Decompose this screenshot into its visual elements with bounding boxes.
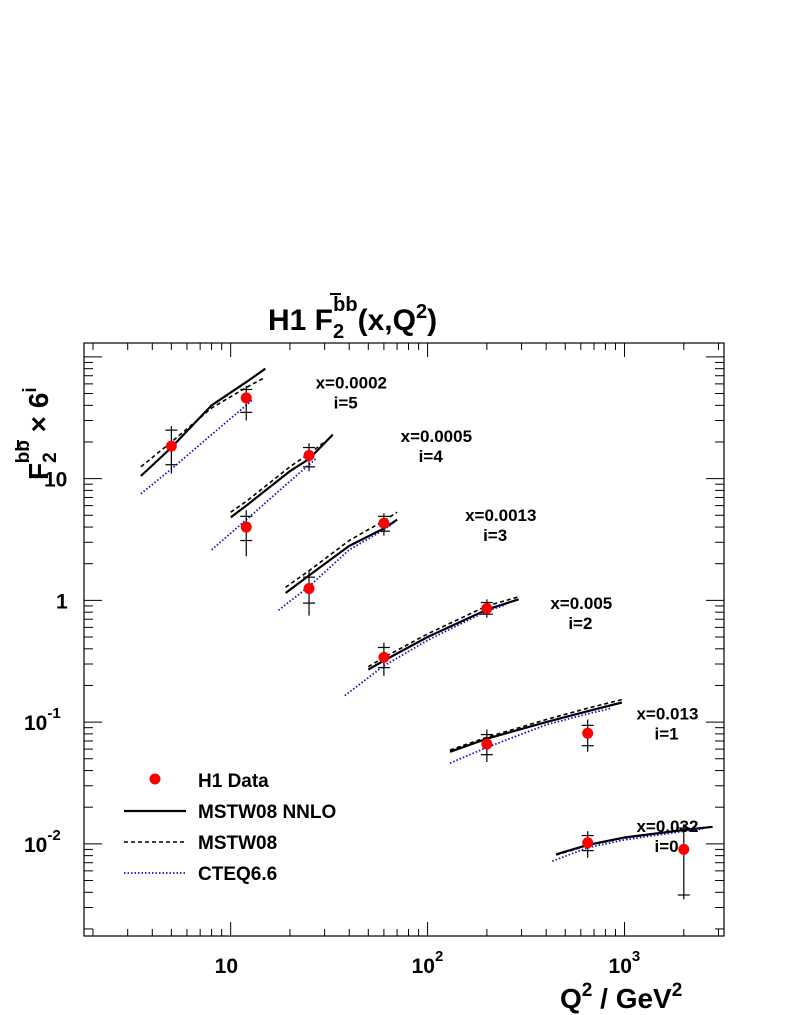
curve-cteq6-6 (551, 827, 704, 863)
data-point (165, 440, 177, 452)
curve-mstw08-nnlo (140, 367, 266, 477)
x-axis-label: Q2 / GeV2 (560, 980, 682, 1014)
curve-cteq6-6 (277, 521, 396, 611)
svg-text:F2bb × 6i: F2bb × 6i (13, 387, 61, 480)
data-point (303, 449, 315, 461)
bin-x-label: x=0.032 (636, 817, 698, 836)
y-tick-label: 10-2 (24, 827, 61, 857)
curve-mstw08-nnlo (367, 598, 520, 671)
curve-mstw08-nnlo (230, 433, 334, 519)
curve-cteq6-6 (211, 458, 317, 551)
bin-x-label: x=0.0013 (465, 506, 536, 525)
curve-cteq6-6 (344, 603, 507, 697)
legend-label-mstw08: MSTW08 (198, 833, 277, 854)
curve-mstw08 (449, 698, 623, 751)
data-point (481, 738, 493, 750)
x-tick-label: 103 (609, 948, 641, 978)
legend-label-h1-data: H1 Data (198, 771, 269, 792)
bin-i-label: i=3 (483, 526, 507, 545)
data-points (165, 385, 690, 900)
data-point (240, 521, 252, 533)
y-tick-label: 10-1 (24, 705, 61, 735)
data-point (481, 602, 493, 614)
tick-labels: 10 102 103 10-2 10-1 1 10 (24, 469, 640, 978)
y-tick-label: 1 (56, 590, 68, 613)
data-point (678, 843, 690, 855)
curve-mstw08 (285, 511, 398, 588)
x-tick-label: 102 (412, 948, 444, 978)
curve-mstw08-nnlo (449, 701, 623, 753)
data-point (582, 837, 594, 849)
data-point (582, 727, 594, 739)
y-tick-label: 10 (44, 469, 67, 492)
legend-label-mstw08-nnlo: MSTW08 NNLO (198, 802, 336, 823)
bin-x-label: x=0.013 (636, 705, 698, 724)
curve-mstw08 (140, 376, 266, 468)
data-point (378, 517, 390, 529)
bin-i-label: i=4 (419, 447, 444, 466)
curve-cteq6-6 (140, 398, 254, 495)
bin-i-label: i=2 (568, 614, 592, 633)
bin-i-label: i=1 (654, 725, 678, 744)
data-point (303, 583, 315, 595)
plot-frame (83, 342, 725, 937)
bin-x-label: x=0.005 (550, 594, 612, 613)
legend: H1 Data MSTW08 NNLO MSTW08 CTEQ6.6 (124, 771, 336, 885)
y-axis-label: F2bb × 6i (13, 387, 61, 480)
data-point (378, 651, 390, 663)
x-tick-label: 10 (215, 955, 238, 978)
data-point (240, 392, 252, 404)
bin-x-label: x=0.0002 (316, 373, 387, 392)
title-bb-sup: bb (333, 294, 357, 316)
curve-mstw08 (555, 826, 713, 856)
chart-title: H1 F2bb(x,Q2) (268, 294, 437, 343)
legend-marker-h1-data (149, 773, 161, 785)
axis-ticks (84, 343, 724, 936)
bin-x-label: x=0.0005 (401, 427, 472, 446)
bin-i-label: i=0 (654, 837, 678, 856)
curve-cteq6-6 (449, 707, 612, 765)
legend-label-cteq66: CTEQ6.6 (198, 864, 277, 885)
bin-i-label: i=5 (334, 393, 358, 412)
